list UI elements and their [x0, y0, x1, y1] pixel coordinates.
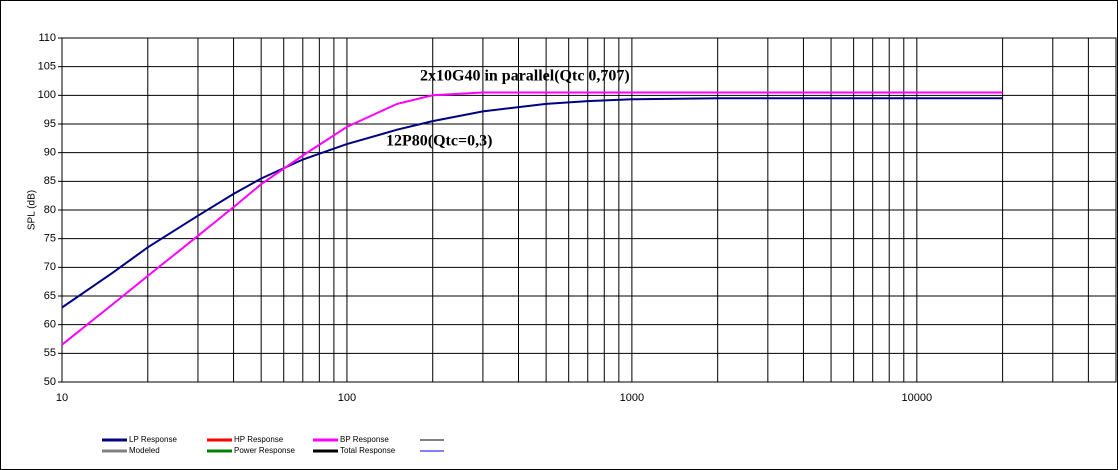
y-tick-label: 65	[44, 290, 56, 302]
y-tick-label: 95	[44, 118, 56, 130]
x-tick-label: 1000	[620, 392, 644, 404]
legend-label: HP Response	[234, 435, 284, 444]
legend-label: Modeled	[129, 446, 160, 455]
y-tick-label: 100	[38, 89, 56, 101]
legend-label: Total Response	[340, 446, 396, 455]
y-tick-label: 85	[44, 175, 56, 187]
y-axis-label: SPL (dB)	[27, 190, 38, 230]
y-tick-label: 60	[44, 319, 56, 331]
annotation: 12P80(Qtc=0,3)	[386, 133, 492, 150]
x-tick-label: 100	[338, 392, 356, 404]
y-tick-label: 80	[44, 204, 56, 216]
x-tick-label: 10000	[902, 392, 933, 404]
y-tick-label: 55	[44, 347, 56, 359]
annotation: 2x10G40 in parallel(Qtc 0,707)	[420, 68, 630, 85]
y-tick-label: 110	[38, 32, 56, 44]
series-line	[61, 91, 1003, 346]
series-line	[61, 97, 1003, 309]
legend-label: Power Response	[234, 446, 295, 455]
x-tick-label: 10	[56, 392, 68, 404]
legend-label: BP Response	[340, 435, 389, 444]
y-tick-label: 105	[38, 61, 56, 73]
plot-area	[61, 37, 1117, 383]
legend-label: LP Response	[129, 435, 177, 444]
y-tick-label: 70	[44, 261, 56, 273]
y-tick-label: 50	[44, 376, 56, 388]
y-tick-label: 90	[44, 147, 56, 159]
y-tick-label: 75	[44, 233, 56, 245]
